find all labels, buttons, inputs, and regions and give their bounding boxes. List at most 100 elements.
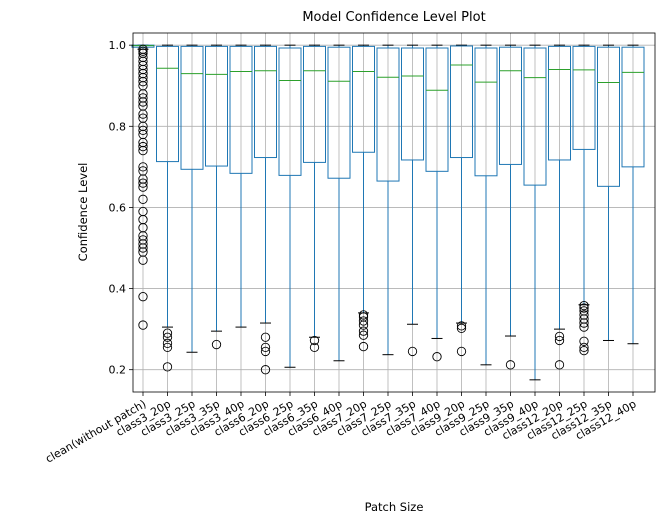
plot-frame [132,32,656,393]
box-iqr [572,45,596,150]
box-group [352,44,375,352]
outlier-point [138,93,148,103]
box-group [278,44,302,368]
y-tick-label: 0.4 [109,283,127,296]
box-iqr [278,47,302,176]
y-tick-label: 1.0 [109,39,127,52]
box-iqr [499,46,522,165]
box-group [548,44,571,370]
outlier-point [358,330,369,340]
outlier-point [138,141,148,152]
box-iqr [229,45,253,174]
box-group [229,44,253,328]
outlier-point [138,113,148,123]
box-iqr [303,45,326,163]
outlier-point [138,48,148,58]
box-group [474,44,498,366]
box-group [523,44,547,381]
box-group [621,44,645,345]
outlier-point [358,312,369,322]
box-iqr [523,47,547,186]
box-group [376,44,400,356]
outlier-point [579,310,589,320]
outlier-point [138,206,148,217]
outlier-point [138,125,148,136]
outlier-point [211,339,222,350]
outlier-point [309,335,320,346]
x-axis-label: Patch Size [365,500,424,514]
box-iqr [401,47,424,161]
box-group [425,44,449,362]
box-iqr [597,46,620,187]
box-group [180,44,204,353]
box-iqr [156,45,179,163]
outlier-point [162,332,173,342]
outlier-point [260,346,271,357]
chart-title: Model Confidence Level Plot [302,10,485,25]
outlier-point [309,342,320,353]
outlier-point [260,332,271,342]
outlier-point [456,321,467,331]
outlier-point [554,360,565,370]
box-iqr [548,45,571,161]
outlier-point [138,178,148,188]
outlier-point [162,328,173,338]
outlier-point [260,342,271,353]
y-axis-label: Confidence Level [76,163,90,262]
box-group [499,44,522,370]
outlier-point [138,162,148,172]
box-iqr [352,45,375,153]
outlier-point [162,362,173,372]
y-tick-label: 0.6 [109,201,127,214]
outlier-point [456,346,467,357]
box-iqr [205,45,228,167]
outlier-point [260,365,271,375]
outlier-point [162,342,173,353]
outlier-point [138,194,148,204]
outlier-point [138,166,148,176]
box-group [401,44,424,357]
outlier-point [138,235,148,245]
outlier-point [358,326,369,336]
outlier-point [358,310,369,320]
outlier-point [579,306,589,316]
box-iqr [474,47,498,177]
box-group [156,44,179,372]
outlier-point [554,335,565,346]
outlier-point [407,346,418,357]
outlier-point [579,342,589,353]
box-iqr [327,46,351,179]
box-iqr [450,45,473,159]
outlier-point [579,303,589,313]
outlier-point [432,352,442,362]
outlier-point [579,336,589,346]
outlier-point [138,320,148,330]
grid-lines [133,33,655,392]
plot-area [131,44,645,381]
outlier-point [138,44,148,54]
y-tick-label: 0.8 [109,120,127,133]
box-group [572,44,596,356]
box-group [450,44,473,357]
outlier-point [579,345,589,356]
box-group [205,44,228,350]
outlier-point [505,360,516,370]
box-iqr [425,47,449,172]
box-iqr [254,45,277,159]
y-axis-ticks: 0.2 0.4 0.6 0.8 1.0 [109,39,133,377]
outlier-point [162,338,173,348]
y-tick-label: 0.2 [109,364,127,377]
outlier-point [138,46,148,56]
outlier-point [579,300,589,311]
outlier-point [456,323,467,333]
x-axis-ticks: clean(without patch)class3_20pclass3_25p… [43,392,639,466]
box-iqr [621,46,645,168]
box-group [597,44,620,341]
outlier-point [554,331,565,342]
outlier-point [138,292,148,302]
outlier-point [358,341,369,352]
outlier-point [358,316,369,326]
box-group [254,44,277,375]
box-group [327,44,351,362]
